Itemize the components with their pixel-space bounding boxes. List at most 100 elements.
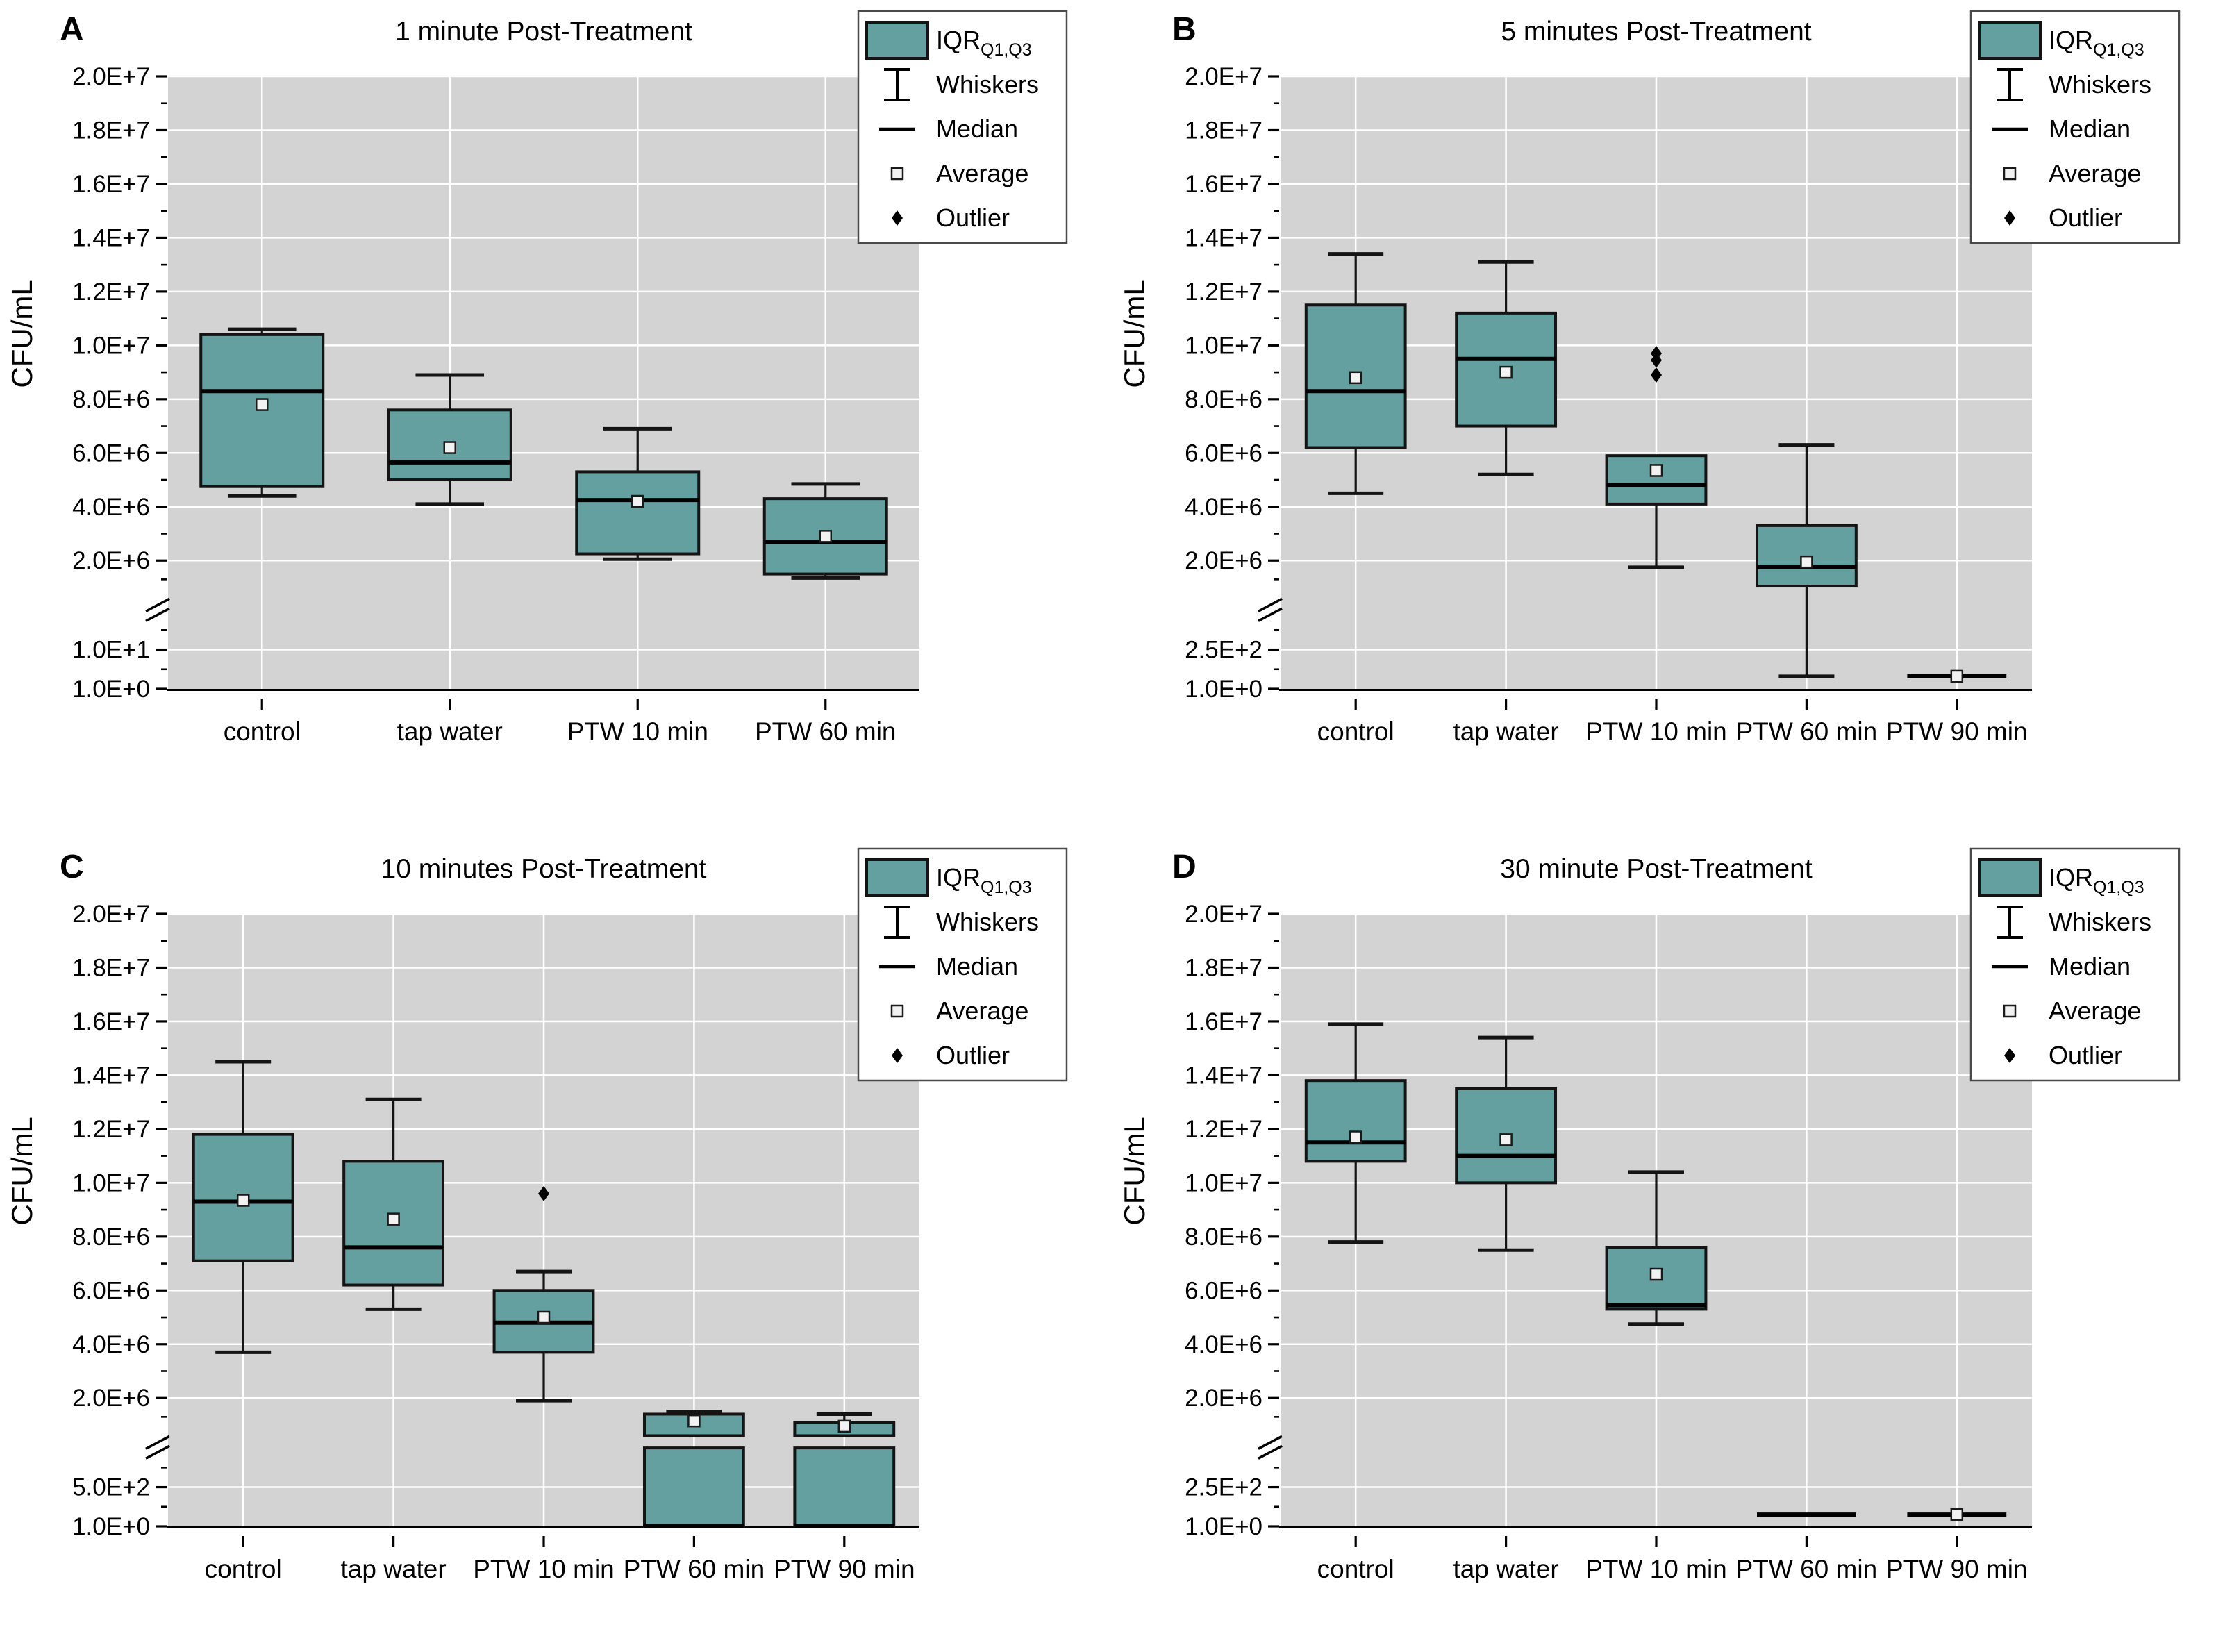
panel-title: 10 minutes Post-Treatment [381,854,707,884]
legend-label: Outlier [936,203,1010,232]
box-plot-PTW-10-min [1605,345,1708,569]
legend-label: Whiskers [936,70,1039,99]
box-plot-PTW-60-min [1755,443,1858,678]
legend-label: Median [2049,952,2131,981]
average-marker [1499,1133,1512,1146]
box-plot-tap-water [387,373,512,506]
x-category-label: PTW 60 min [624,1555,765,1583]
iqr-box [642,1446,745,1528]
legend-label: Average [936,996,1028,1025]
axis-break-icon [145,597,170,622]
legend-item-iqr-swatch: IQRQ1,Q3 [1978,858,2144,897]
y-tick-label: 2.0E+7 [72,901,150,928]
box-plot-PTW-60-min [642,1410,745,1528]
y-tick-label: 1.8E+7 [1185,954,1262,981]
y-tick-label: 1.4E+7 [1185,1062,1262,1089]
average-marker [1499,365,1512,379]
average-marker [1649,464,1663,477]
iqr-box [192,1133,294,1262]
y-axis: 2.0E+7 1.8E+7 1.6E+7 1.4E+7 1.2E+7 1.0E+7 8.0E… [1185,63,1279,703]
average-marker [236,1194,250,1207]
y-tick-label: 2.0E+7 [1185,63,1262,90]
average-marker [1349,371,1362,385]
y-tick-label: 1.2E+7 [72,278,150,306]
x-category-label: PTW 60 min [1736,1555,1878,1583]
iqr-swatch-icon [1978,21,2042,60]
y-axis: 2.0E+7 1.8E+7 1.6E+7 1.4E+7 1.2E+7 1.0E+7 8.0E… [1185,901,1279,1540]
box-plot-control [1304,252,1407,495]
legend-item-median-glyph: Median [1992,115,2131,143]
iqr-box [793,1446,896,1528]
average-marker [387,1212,400,1226]
box-plot-PTW-10-min [575,426,701,561]
box-plot-PTW-90-min [793,1412,896,1528]
y-tick-label: 4.0E+6 [72,494,150,521]
legend-label: Median [2049,115,2131,143]
axis-break-icon [145,1435,170,1460]
box-plot-PTW-10-min [1605,1170,1708,1326]
x-category-label: control [1317,717,1394,746]
average-marker [1950,1508,1964,1521]
outlier-icon [2004,1048,2015,1063]
legend-label: Median [936,952,1018,981]
y-tick-label: 1.8E+7 [72,954,150,981]
y-tick-label: 1.0E+7 [72,1169,150,1196]
x-axis: control tap water PTW 10 min PTW 60 min PTW … [167,1526,919,1583]
legend-label: Whiskers [2049,70,2151,99]
y-tick-label: 1.0E+7 [1185,332,1262,359]
y-axis-title: CFU/mL [1118,1117,1151,1225]
y-tick-label: 2.0E+7 [1185,901,1262,928]
legend-label: Outlier [936,1041,1010,1069]
y-axis-title: CFU/mL [6,1117,38,1225]
x-category-label: tap water [1453,1555,1558,1583]
x-category-label: PTW 10 min [567,717,708,746]
y-tick-label: 8.0E+6 [1185,1224,1262,1251]
iqr-swatch-icon [865,21,929,60]
y-tick-label: 1.2E+7 [1185,278,1262,306]
outlier-icon [2004,210,2015,226]
outlier-icon [892,210,903,226]
legend-label: Average [2049,159,2141,187]
y-axis: 2.0E+7 1.8E+7 1.6E+7 1.4E+7 1.2E+7 1.0E+7 8.0E… [72,901,167,1540]
legend-item-median-glyph: Median [1992,952,2131,981]
panel-letter: B [1172,11,1197,48]
legend-item-outlier-glyph: Outlier [892,1041,1010,1069]
x-axis: control tap water PTW 10 min PTW 60 min [167,689,919,746]
legend-item-whisker-glyph: Whiskers [1997,68,2151,101]
y-axis-title: CFU/mL [6,279,38,387]
legend-label: Median [936,115,1018,143]
x-category-label: control [1317,1555,1394,1583]
y-tick-label: 1.4E+7 [72,224,150,251]
y-tick-label: 1.4E+7 [72,1062,150,1089]
x-category-label: tap water [1453,717,1558,746]
average-icon [2003,167,2017,181]
y-tick-label: 1.2E+7 [72,1116,150,1143]
y-tick-label: 2.0E+6 [72,547,150,574]
y-tick-label: 6.0E+6 [72,1277,150,1304]
legend-item-average-glyph: Average [890,159,1028,187]
y-tick-label: 2.5E+2 [1185,637,1262,664]
legend-item-average-glyph: Average [890,996,1028,1025]
legend-item-whisker-glyph: Whiskers [884,906,1039,939]
box-plot-control [1304,1022,1407,1244]
x-category-label: PTW 60 min [755,717,897,746]
legend-item-whisker-glyph: Whiskers [884,68,1039,101]
y-tick-label: 8.0E+6 [1185,386,1262,413]
average-marker [443,441,456,454]
boxplot-svg-b: 2.0E+7 1.8E+7 1.6E+7 1.4E+7 1.2E+7 1.0E+7 8.0E… [1118,10,2181,746]
x-category-label: control [224,717,301,746]
average-marker [537,1310,551,1324]
y-axis-title: CFU/mL [1118,279,1151,387]
y-tick-label: 1.0E+0 [72,676,150,703]
legend-item-median-glyph: Median [879,952,1018,981]
y-tick-label: 1.0E+1 [72,637,150,664]
boxplot-svg-a: 2.0E+7 1.8E+7 1.6E+7 1.4E+7 1.2E+7 1.0E+7 8.0E… [6,10,1068,746]
average-marker [819,530,832,543]
average-icon [890,167,904,181]
x-category-label: tap water [397,717,503,746]
iqr-swatch-icon [1978,858,2042,897]
iqr-box [575,470,701,556]
